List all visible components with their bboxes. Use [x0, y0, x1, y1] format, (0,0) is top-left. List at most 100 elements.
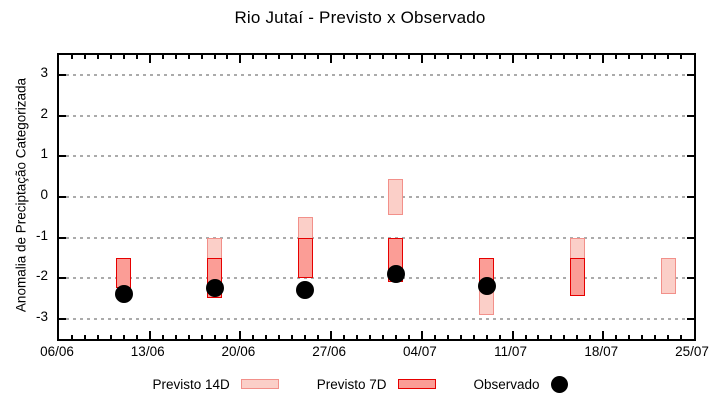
x-tick-minor [576, 335, 579, 339]
x-tick-minor [394, 335, 397, 339]
x-tick-minor [407, 335, 410, 339]
x-tick-minor [369, 55, 372, 59]
x-tick-minor [628, 55, 631, 59]
x-tick-minor [498, 55, 501, 59]
x-tick-minor [83, 55, 86, 59]
x-tick-minor [459, 55, 462, 59]
x-tick-minor [96, 335, 99, 339]
legend-item-previsto-14d: Previsto 14D [152, 377, 279, 392]
y-tick-right [687, 236, 694, 239]
x-tick-major [511, 55, 514, 63]
y-tick-right [687, 155, 694, 158]
x-tick-minor [407, 55, 410, 59]
x-tick-minor [122, 335, 125, 339]
x-tick-minor [304, 335, 307, 339]
x-tick-minor [96, 55, 99, 59]
x-tick-major [602, 55, 605, 63]
x-tick-minor [252, 55, 255, 59]
x-tick-minor [537, 55, 540, 59]
x-tick-minor [122, 55, 125, 59]
x-tick-minor [213, 55, 216, 59]
x-tick-minor [187, 335, 190, 339]
x-tick-minor [226, 55, 229, 59]
x-tick-minor [381, 55, 384, 59]
y-tick-left [59, 196, 66, 198]
y-tick-label: -2 [35, 268, 48, 284]
x-tick-minor [278, 335, 281, 339]
x-tick-major [148, 55, 151, 63]
x-tick-minor [187, 55, 190, 59]
x-tick-minor [550, 55, 553, 59]
previsto-14d-bar [660, 257, 676, 295]
y-tick-left [59, 317, 66, 320]
x-tick-minor [680, 55, 683, 59]
gridline [59, 236, 694, 239]
x-tick-minor [356, 55, 359, 59]
previsto-7d-bar [297, 237, 313, 279]
y-tick-label: 3 [40, 65, 48, 81]
observado-dot-icon [550, 375, 568, 393]
x-tick-minor [446, 55, 449, 59]
x-tick-minor [589, 55, 592, 59]
y-tick-right [687, 196, 694, 198]
observado-dot [296, 281, 315, 300]
plot-area [57, 53, 696, 341]
x-tick-minor [641, 335, 644, 339]
y-tick-right [687, 74, 694, 77]
x-tick-label: 06/06 [40, 344, 74, 359]
x-tick-minor [291, 55, 294, 59]
y-tick-left [59, 236, 66, 239]
x-tick-label: 18/07 [584, 344, 619, 359]
x-tick-minor [265, 55, 268, 59]
x-tick-minor [485, 55, 488, 59]
observado-dot [205, 279, 224, 298]
y-tick-left [59, 155, 66, 158]
x-tick-label: 25/07 [675, 344, 709, 359]
x-tick-minor [576, 55, 579, 59]
x-tick-minor [537, 335, 540, 339]
x-tick-minor [550, 335, 553, 339]
legend-label-observado: Observado [473, 376, 540, 392]
x-tick-minor [109, 335, 112, 339]
x-tick-minor [161, 335, 164, 339]
x-tick-major [511, 331, 514, 339]
x-tick-minor [317, 335, 320, 339]
x-tick-minor [680, 335, 683, 339]
x-tick-major [602, 331, 605, 339]
x-tick-minor [563, 335, 566, 339]
gridline [59, 74, 694, 77]
previsto-7d-bar [569, 257, 585, 297]
x-tick-minor [109, 55, 112, 59]
previsto-7d-bar [116, 257, 132, 289]
x-tick-minor [589, 335, 592, 339]
x-tick-major [148, 331, 151, 339]
x-tick-minor [174, 335, 177, 339]
x-tick-minor [563, 55, 566, 59]
x-tick-minor [304, 55, 307, 59]
x-tick-minor [161, 55, 164, 59]
gridline [59, 277, 694, 280]
previsto-7d-swatch-icon [397, 379, 436, 389]
x-tick-minor [446, 335, 449, 339]
x-tick-major [330, 55, 333, 63]
gridline [59, 114, 694, 117]
x-tick-minor [524, 335, 527, 339]
observado-dot [477, 277, 496, 296]
gridline [59, 155, 694, 158]
x-tick-minor [472, 55, 475, 59]
y-tick-left [59, 74, 66, 77]
x-tick-minor [135, 55, 138, 59]
x-tick-minor [70, 335, 73, 339]
x-tick-minor [433, 335, 436, 339]
x-tick-major [420, 331, 423, 339]
x-tick-minor [213, 335, 216, 339]
x-tick-label: 04/07 [402, 344, 437, 359]
x-tick-minor [200, 55, 203, 59]
previsto-14d-swatch-icon [240, 379, 279, 389]
x-tick-major [239, 331, 242, 339]
y-tick-right [687, 317, 694, 320]
x-tick-label: 11/07 [494, 344, 527, 359]
x-tick-minor [615, 55, 618, 59]
legend-item-previsto-7d: Previsto 7D [317, 377, 436, 392]
x-tick-minor [667, 335, 670, 339]
